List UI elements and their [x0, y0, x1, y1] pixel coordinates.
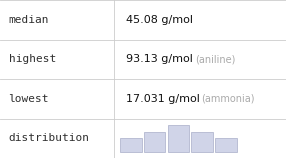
Text: distribution: distribution: [9, 133, 90, 143]
Bar: [168, 125, 189, 152]
Text: 93.13 g/mol: 93.13 g/mol: [126, 54, 193, 64]
Text: (aniline): (aniline): [195, 54, 235, 64]
Bar: [144, 131, 165, 152]
Bar: [120, 138, 142, 152]
Text: 45.08 g/mol: 45.08 g/mol: [126, 15, 193, 25]
Bar: [215, 138, 237, 152]
Bar: [191, 131, 213, 152]
Text: median: median: [9, 15, 49, 25]
Text: lowest: lowest: [9, 94, 49, 104]
Text: 17.031 g/mol: 17.031 g/mol: [126, 94, 200, 104]
Text: highest: highest: [9, 54, 56, 64]
Text: (ammonia): (ammonia): [201, 94, 255, 104]
